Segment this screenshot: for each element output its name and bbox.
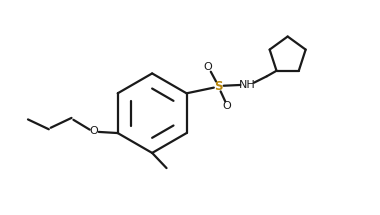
Text: O: O bbox=[204, 62, 212, 72]
Text: S: S bbox=[214, 80, 223, 93]
Text: O: O bbox=[223, 101, 231, 111]
Text: NH: NH bbox=[239, 80, 255, 90]
Text: O: O bbox=[90, 126, 99, 136]
